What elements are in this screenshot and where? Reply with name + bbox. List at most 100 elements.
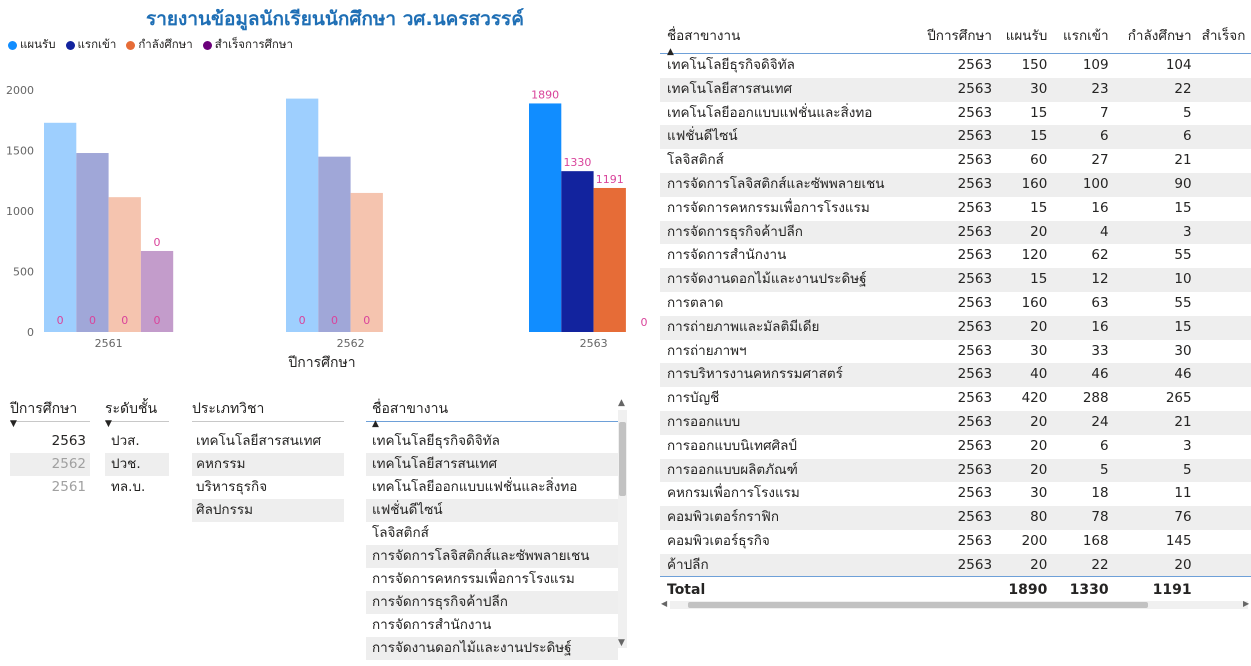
cell-studying: 76 (1174, 509, 1192, 526)
bar[interactable] (140, 250, 174, 332)
slicer-type: ประเภทวิชา เทคโนโลยีสารสนเทศคหกรรมบริหาร… (192, 398, 344, 522)
table-header: ชื่อสาขางาน ▲ ปีการศึกษา แผนรับ แรกเข้า ก… (660, 16, 1251, 56)
bar[interactable] (593, 187, 626, 332)
cell-year: 2563 (957, 57, 993, 73)
cell-plan: 420 (1021, 390, 1048, 407)
bar[interactable] (108, 197, 141, 332)
cell-graduated (1192, 149, 1251, 173)
slicer-year: ปีการศึกษา ▼ 2563 2562 2561 (10, 398, 90, 499)
slicer-item[interactable]: การจัดการโลจิสติกส์และซัพพลายเชน (366, 545, 618, 568)
cell-plan: 60 (1030, 152, 1048, 169)
cell-entry: 4 (1100, 223, 1109, 240)
cell-branch: เทคโนโลยีออกแบบแฟชั่นและสิ่งทอ (667, 104, 873, 121)
slicer-item[interactable]: การจัดการสำนักงาน (372, 617, 492, 633)
cell-graduated (1192, 221, 1251, 245)
legend-item[interactable]: กำลังศึกษา (126, 36, 193, 54)
slicer-item[interactable]: ทล.บ. (111, 479, 146, 495)
slicer-level-header[interactable]: ระดับชั้น ▼ (105, 398, 169, 429)
col-header-branch[interactable]: ชื่อสาขางาน ▲ (660, 24, 909, 56)
cell-year: 2563 (957, 413, 993, 430)
cell-year: 2563 (957, 532, 993, 549)
slicer-item[interactable]: เทคโนโลยีธุรกิจดิจิทัล (372, 433, 500, 449)
table-row: การตลาด 2563 160 63 55 (660, 292, 1251, 316)
legend-item[interactable]: แผนรับ (8, 36, 56, 54)
slicer-item[interactable]: บริหารธุรกิจ (196, 479, 268, 495)
legend-dot-icon (202, 40, 212, 50)
cell-plan: 15 (1030, 199, 1048, 216)
slicer-item[interactable]: ศิลปกรรม (192, 499, 344, 522)
bar[interactable] (561, 171, 594, 332)
cell-entry: 63 (1091, 294, 1109, 311)
slicer-item[interactable]: การจัดการธุรกิจค้าปลีก (366, 591, 618, 614)
cell-branch: การตลาด (667, 294, 724, 311)
col-header-graduated[interactable]: สำเร็จก (1201, 28, 1246, 44)
slicer-item[interactable]: คหกรรม (192, 453, 344, 476)
cell-entry: 7 (1100, 104, 1109, 121)
cell-year: 2563 (957, 175, 993, 192)
table-scroll-thumb[interactable] (688, 602, 1148, 608)
scroll-left-icon[interactable]: ◀ (661, 599, 668, 608)
slicer-type-header[interactable]: ประเภทวิชา (192, 398, 344, 422)
slicer-item[interactable]: ปวส. (111, 433, 140, 449)
scroll-up-icon[interactable]: ▲ (618, 398, 625, 408)
slicer-item[interactable]: การจัดการคหกรรมเพื่อการโรงแรม (372, 571, 575, 587)
scroll-right-icon[interactable]: ▶ (1243, 599, 1250, 608)
slicer-item[interactable]: เทคโนโลยีสารสนเทศ (196, 433, 322, 449)
bar[interactable] (318, 156, 351, 332)
table-row: การจัดงานดอกไม้และงานประดิษฐ์ 2563 15 12 10 (660, 268, 1251, 292)
legend-item[interactable]: แรกเข้า (65, 36, 116, 54)
col-header-studying[interactable]: กำลังศึกษา (1127, 28, 1192, 44)
cell-plan: 20 (1030, 461, 1048, 478)
slicer-item[interactable]: แฟชั่นดีไซน์ (366, 499, 618, 522)
table-row: การถ่ายภาพฯ 2563 30 33 30 (660, 340, 1251, 364)
cell-branch: เทคโนโลยีธุรกิจดิจิทัล (667, 57, 795, 73)
cell-graduated (1192, 506, 1251, 530)
cell-plan: 20 (1030, 556, 1048, 573)
data-label: 0 (331, 314, 338, 327)
slicer-item[interactable]: เทคโนโลยีสารสนเทศ (366, 453, 618, 476)
table-row: แฟชั่นดีไซน์ 2563 15 6 6 (660, 125, 1251, 150)
cell-year: 2563 (957, 461, 993, 478)
cell-studying: 20 (1174, 556, 1192, 573)
table-row: เทคโนโลยีออกแบบแฟชั่นและสิ่งทอ 2563 15 7 5 (660, 102, 1251, 126)
bar[interactable] (286, 98, 319, 333)
cell-branch: แฟชั่นดีไซน์ (667, 128, 738, 145)
legend-item[interactable]: สำเร็จการศึกษา (202, 36, 293, 54)
total-studying: 1191 (1152, 582, 1192, 598)
slicer-year-header[interactable]: ปีการศึกษา ▼ (10, 398, 90, 429)
branch-slicer-scrollbar[interactable] (618, 410, 627, 648)
cell-studying: 55 (1174, 294, 1192, 311)
cell-entry: 109 (1082, 57, 1109, 73)
cell-graduated (1192, 54, 1251, 78)
col-header-entry[interactable]: แรกเข้า (1063, 28, 1109, 44)
slicer-item[interactable]: โลจิสติกส์ (372, 525, 429, 541)
bar[interactable] (76, 153, 109, 332)
slicer-item[interactable]: 2562 (10, 453, 90, 476)
cell-year: 2563 (957, 294, 993, 311)
cell-graduated (1192, 244, 1251, 268)
slicer-item[interactable]: 2561 (51, 479, 86, 495)
table-row: การจัดการธุรกิจค้าปลีก 2563 20 4 3 (660, 220, 1251, 245)
bar[interactable] (350, 192, 383, 332)
bar[interactable] (44, 122, 77, 332)
legend-label: แผนรับ (20, 37, 56, 51)
slicer-item[interactable]: 2563 (51, 433, 86, 449)
table-row: การออกแบบ 2563 20 24 21 (660, 410, 1251, 435)
legend-dot-icon (126, 40, 136, 50)
cell-year: 2563 (957, 152, 993, 169)
cell-graduated (1192, 340, 1251, 364)
cell-year: 2563 (957, 104, 993, 121)
slicer-branch-header[interactable]: ชื่อสาขางาน ▲ (366, 398, 618, 429)
col-header-plan[interactable]: แผนรับ (1005, 28, 1048, 44)
cell-entry: 6 (1100, 128, 1109, 145)
cell-branch: ค้าปลีก (667, 556, 709, 573)
slicer-item[interactable]: การจัดงานดอกไม้และงานประดิษฐ์ (366, 637, 618, 660)
cell-studying: 104 (1165, 57, 1192, 73)
slicer-item[interactable]: ปวช. (105, 453, 169, 476)
col-header-year[interactable]: ปีการศึกษา (927, 28, 993, 44)
cell-year: 2563 (957, 485, 993, 502)
branch-slicer-scroll-thumb[interactable] (619, 422, 626, 496)
scroll-down-icon[interactable]: ▼ (618, 638, 625, 648)
bar[interactable] (529, 103, 562, 332)
slicer-item[interactable]: เทคโนโลยีออกแบบแฟชั่นและสิ่งทอ (372, 479, 578, 495)
